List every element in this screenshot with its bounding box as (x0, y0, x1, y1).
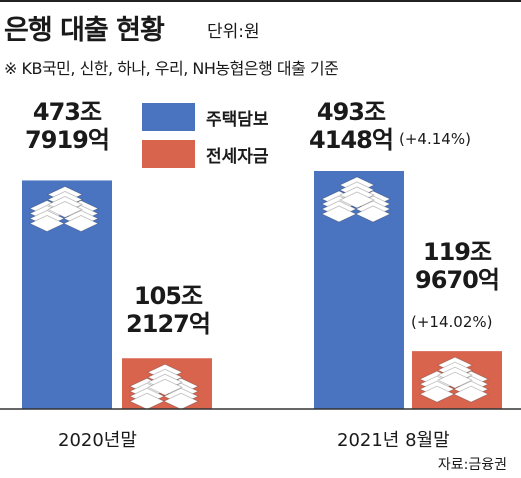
growth-label-jeonse: (+14.02%) (411, 313, 493, 331)
unit-label: 단위:원 (207, 22, 260, 42)
value-label-2020-mortgage-jo: 473조 (32, 98, 102, 126)
legend-swatch-jeonse (142, 140, 195, 168)
value-label-2020-jeonse-jo: 105조 (133, 282, 203, 310)
value-label-2021-jeonse-jo: 119조 (422, 238, 492, 266)
scope-note: ※ KB국민, 신한, 하나, 우리, NH농협은행 대출 기준 (4, 59, 339, 78)
x-tick-2020: 2020년말 (58, 430, 137, 451)
value-label-2020-jeonse: 105조 2127억 (116, 282, 220, 338)
legend-label-mortgage: 주택담보 (206, 110, 269, 130)
value-label-2020-mortgage-eok: 7919억 (25, 126, 110, 154)
value-label-2020-jeonse-eok: 2127억 (126, 310, 211, 338)
x-tick-2021: 2021년 8월말 (337, 430, 450, 451)
money-stack-icon-2021-jeonse (419, 356, 489, 403)
growth-label-mortgage: (+4.14%) (399, 130, 471, 148)
legend-swatch-mortgage (142, 103, 195, 131)
bars-layer (0, 171, 521, 410)
value-label-2021-mortgage-eok: 4148억 (309, 126, 394, 154)
money-stack-icon-2021-mortgage (321, 176, 391, 223)
source-note: 자료:금융권 (437, 457, 507, 473)
value-label-2021-jeonse-eok: 9670억 (415, 266, 500, 294)
legend-item-mortgage: 주택담보 (142, 103, 342, 133)
money-stack-icon-2020-jeonse (129, 363, 199, 410)
value-label-2021-mortgage: 493조 4148억 (306, 98, 396, 154)
money-stack-icon-2020-mortgage (29, 186, 99, 232)
chart-title: 은행 대출 현황 (4, 15, 165, 46)
value-label-2021-mortgage-jo: 493조 (316, 98, 386, 126)
value-label-2021-jeonse: 119조 9670억 (405, 238, 509, 294)
legend-label-jeonse: 전세자금 (206, 147, 269, 167)
top-rule (0, 0, 521, 2)
legend-item-jeonse: 전세자금 (142, 140, 342, 170)
value-label-2020-mortgage: 473조 7919억 (22, 98, 112, 154)
